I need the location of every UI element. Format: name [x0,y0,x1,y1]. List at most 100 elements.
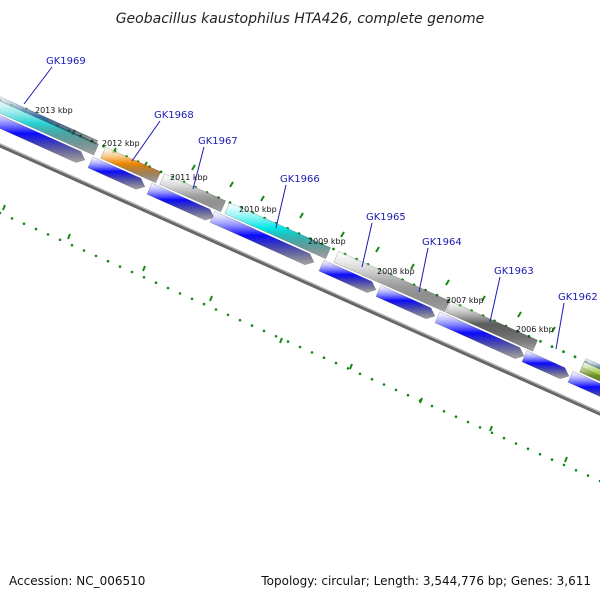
major-tick [260,195,265,202]
gene-label: GK1969 [46,56,86,67]
gene-label: GK1963 [494,266,534,277]
outer-tick [550,345,554,348]
inner-tick [190,297,194,301]
major-tick [564,456,568,463]
inner-tick [430,404,434,408]
inner-tick [538,452,542,456]
gene-block [224,202,331,260]
cds-arrow [209,211,315,266]
inner-tick [442,410,446,413]
inner-tick [382,383,386,386]
inner-tick [574,469,578,472]
gene-label: GK1962 [558,292,598,303]
inner-tick [286,340,290,343]
backbone-highlight [0,143,600,413]
inner-tick [394,388,398,392]
inner-tick [502,436,506,440]
inner-tick [322,356,326,360]
inner-tick [466,420,470,424]
scale-label: 2012 kbp [102,139,140,148]
cds-arrow [434,311,525,359]
outer-tick [332,247,335,251]
inner-tick [214,308,218,311]
accession-label: Accession: NC_006510 [9,574,146,588]
major-tick [375,246,380,253]
major-tick [340,231,345,238]
inner-tick [94,254,98,258]
inner-tick [0,211,2,215]
major-tick [67,233,71,240]
scale-label: 2011 kbp [170,173,208,182]
inner-tick [238,318,242,322]
scale-label: 2013 kbp [35,106,73,115]
gene-label: GK1966 [280,174,320,185]
major-tick [191,164,196,171]
gene-leader-line [23,66,53,105]
map-layer: 2013 kbp 2012 kbp 2011 kbp 2010 kbp 2009 kbp… [0,56,600,483]
major-tick [209,295,213,302]
inner-tick [130,270,134,274]
scale-label: 2006 kbp [516,325,554,334]
topology-summary: Topology: circular; Length: 3,544,776 bp… [261,574,591,588]
gene-label: GK1967 [198,136,238,147]
inner-tick [202,302,206,306]
inner-tick [106,259,110,263]
gene-block [0,96,99,145]
inner-tick [490,431,494,435]
gene-block [333,250,450,313]
major-tick [419,397,423,404]
cds-arrow [567,370,600,397]
inner-tick [586,474,590,477]
major-tick [142,265,146,272]
gene-leader-line [361,222,373,268]
inner-tick [10,217,14,220]
outer-tick [539,340,542,343]
inner-tick [46,233,50,236]
major-tick [2,204,6,211]
inner-tick [274,335,278,338]
inner-tick [550,458,554,461]
outer-tick [573,355,577,359]
inner-tick [142,276,146,279]
gene-leader-line [275,184,287,229]
inner-tick [562,463,566,467]
cds-arrow [146,182,215,221]
inner-tick [370,377,374,381]
inner-tick [406,393,410,397]
major-tick [410,263,415,270]
gene-leader-line [131,120,161,162]
outer-tick [562,350,565,354]
inner-tick [310,351,314,354]
outer-tick [102,144,105,148]
inner-tick [118,265,122,268]
scale-label: 2008 kbp [377,267,415,276]
scale-label: 2007 kbp [446,296,484,305]
major-tick [517,311,522,318]
inner-tick [58,238,62,242]
gene-leader-line [192,146,205,190]
gene-block [159,173,226,213]
major-tick [349,363,353,370]
gene-leader-line [555,302,565,350]
major-tick [229,181,234,188]
major-tick [489,425,493,432]
inner-tick [358,372,362,376]
inner-tick [70,243,74,247]
genome-backbone [0,143,600,416]
inner-tick [298,345,302,349]
gene-block [0,99,99,156]
gene-block [100,146,161,184]
gene-block [583,358,600,370]
major-tick [299,212,304,219]
inner-tick [478,426,482,429]
cds-arrow [375,285,436,320]
inner-tick [454,415,458,419]
inner-tick [166,286,170,290]
map-title: Geobacillus kaustophilus HTA426, complet… [116,11,485,27]
major-tick [481,295,486,302]
gene-label: GK1964 [422,237,462,248]
gene-leader-line [418,247,429,293]
inner-tick [334,361,338,365]
gene-leader-line [489,276,501,323]
